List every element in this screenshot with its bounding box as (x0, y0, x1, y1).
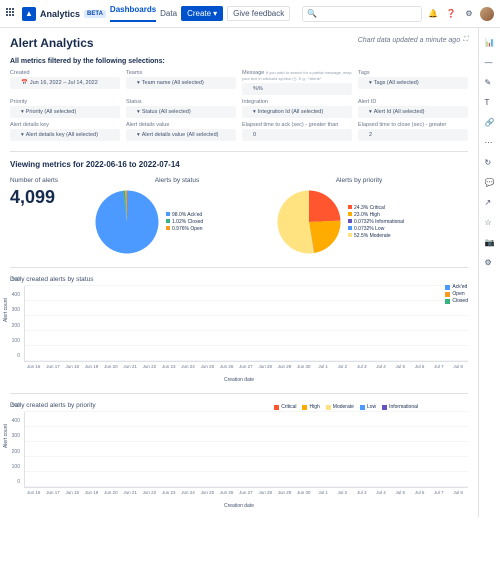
filters-grid: Created📅 Jun 16, 2022 – Jul 14, 2022 Tea… (10, 70, 468, 141)
pencil-icon[interactable]: ✎ (485, 78, 495, 88)
refresh-icon[interactable]: ↻ (485, 158, 495, 168)
avatar[interactable] (480, 7, 494, 21)
alert-count-label: Number of alerts (10, 177, 80, 184)
filter-elapsed-ack[interactable]: 0 (242, 129, 352, 141)
search-input[interactable]: 🔍 (302, 6, 422, 22)
divider-icon[interactable]: ⋯ (485, 138, 495, 148)
filter-label: Alert details value (126, 122, 236, 128)
filter-details-value[interactable]: ▾ Alert details value (All selected) (126, 129, 236, 141)
pie-status-chart (92, 187, 162, 257)
chart-priority-xlabel: Creation date (10, 503, 468, 509)
link-icon[interactable]: 🔗 (485, 118, 495, 128)
pie-status-legend: 98.0% Ack'ed1.02% Closed0.976% Open (166, 212, 203, 233)
brand-name: Analytics (40, 9, 80, 19)
bar-chart-icon[interactable]: 📊 (485, 38, 495, 48)
settings-icon[interactable]: ⚙ (462, 7, 476, 21)
chevron-down-icon: ▾ (213, 9, 217, 18)
gear-icon[interactable]: ⚙ (485, 258, 495, 268)
app-switcher-icon[interactable] (6, 8, 18, 20)
chart-updated-note: Chart data updated a minute ago⛶ (358, 36, 468, 44)
filter-label: Alert ID (358, 99, 468, 105)
notifications-icon[interactable]: 🔔 (426, 7, 440, 21)
pie-priority-chart (274, 187, 344, 257)
star-icon[interactable]: ☆ (485, 218, 495, 228)
comment-icon[interactable]: 💬 (485, 178, 495, 188)
filter-created[interactable]: 📅 Jun 16, 2022 – Jul 14, 2022 (10, 77, 120, 89)
filter-priority[interactable]: ▾ Priority (All selected) (10, 106, 120, 118)
filter-label: Alert details key (10, 122, 120, 128)
help-icon[interactable]: ❓ (444, 7, 458, 21)
pie-status-title: Alerts by status (92, 177, 262, 184)
filter-label: Priority (10, 99, 120, 105)
filter-details-key[interactable]: ▾ Alert details key (All selected) (10, 129, 120, 141)
nav-data[interactable]: Data (160, 9, 177, 18)
camera-icon[interactable]: 📷 (485, 238, 495, 248)
pie-priority-title: Alerts by priority (274, 177, 444, 184)
chart-priority: Alert count0100200300400500Jun 16Jun 17J… (10, 412, 468, 502)
chart-status-xlabel: Creation date (10, 377, 468, 383)
filter-label: Created (10, 70, 120, 76)
metrics-range-title: Viewing metrics for 2022-06-16 to 2022-0… (10, 160, 468, 169)
filter-message[interactable]: %% (242, 83, 352, 95)
filter-label: Message If you wish to search for a part… (242, 70, 352, 82)
filter-status[interactable]: ▾ Status (All selected) (126, 106, 236, 118)
filter-label: Elapsed time to ack (sec) - greater than (242, 122, 352, 128)
expand-icon[interactable]: ⛶ (463, 36, 468, 44)
filters-heading: All metrics filtered by the following se… (10, 58, 468, 65)
filter-label: Elapsed time to close (sec) - greater (358, 122, 468, 128)
filter-teams[interactable]: ▾ Team name (All selected) (126, 77, 236, 89)
create-button[interactable]: Create▾ (181, 6, 223, 21)
filter-label: Status (126, 99, 236, 105)
share-icon[interactable]: ↗ (485, 198, 495, 208)
search-icon: 🔍 (307, 9, 317, 18)
chart-status: Alert count0100200300400500Jun 16Jun 17J… (10, 286, 468, 376)
filter-elapsed-close[interactable]: 2 (358, 129, 468, 141)
filter-label: Tags (358, 70, 468, 76)
chart-status-title: Daily created alerts by status (10, 276, 468, 283)
filter-label: Integration (242, 99, 352, 105)
line-icon[interactable]: — (485, 58, 495, 68)
text-icon[interactable]: T (485, 98, 495, 108)
filter-label: Teams (126, 70, 236, 76)
filter-tags[interactable]: ▾ Tags (All selected) (358, 77, 468, 89)
pie-priority-legend: 24.3% Critical23.0% High0.0732% Informat… (348, 205, 404, 240)
nav-dashboards[interactable]: Dashboards (110, 5, 156, 22)
give-feedback-button[interactable]: Give feedback (227, 6, 290, 21)
alert-count-value: 4,099 (10, 187, 80, 208)
beta-badge: BETA (84, 10, 106, 18)
topbar: ▲ Analytics BETA Dashboards Data Create▾… (0, 0, 500, 28)
product-logo: ▲ (22, 7, 36, 21)
filter-integration[interactable]: ▾ Integration Id (All selected) (242, 106, 352, 118)
right-toolbar: 📊 — ✎ T 🔗 ⋯ ↻ 💬 ↗ ☆ 📷 ⚙ (478, 28, 500, 517)
filter-alert-id[interactable]: ▾ Alert Id (All selected) (358, 106, 468, 118)
